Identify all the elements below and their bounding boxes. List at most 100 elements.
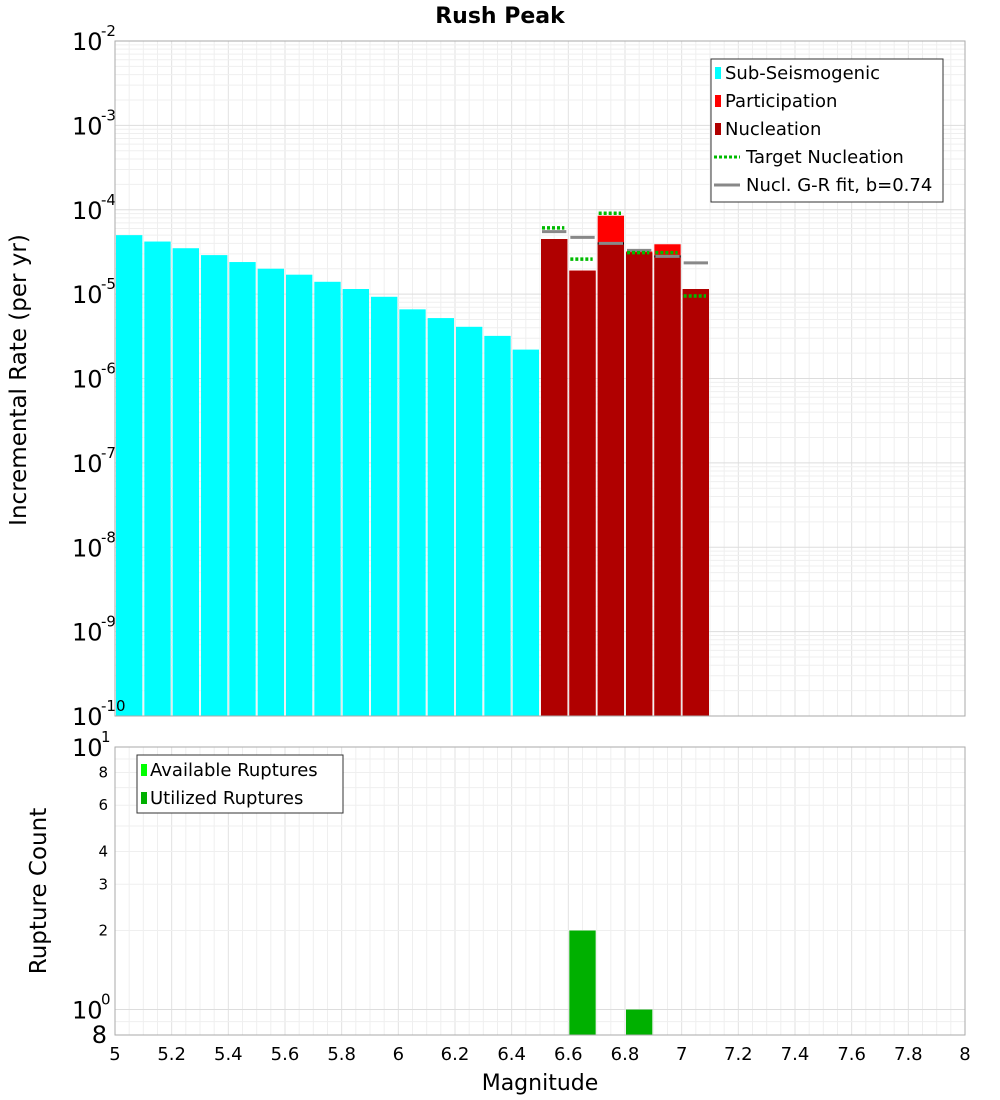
y-tick-base: 10 xyxy=(72,619,103,647)
x-tick-label: 5.4 xyxy=(214,1044,243,1065)
sub-seismogenic-bar xyxy=(427,318,454,716)
y-minor-tick-label: 3 xyxy=(98,875,108,893)
sub-seismogenic-bar xyxy=(257,268,284,716)
sub-seismogenic-bar xyxy=(314,281,341,716)
y-tick-base: 10 xyxy=(72,703,103,731)
sub-seismogenic-bar xyxy=(512,349,539,716)
nucleation-bar xyxy=(569,270,596,716)
y-minor-tick-label: 2 xyxy=(98,922,108,940)
legend: Sub-Seismogenic Participation Nucleation Ta… xyxy=(710,58,944,203)
y-tick-label: 100 xyxy=(72,991,111,1025)
y-tick-base: 10 xyxy=(72,534,103,562)
y-tick-exponent: -8 xyxy=(101,528,116,546)
nucleation-bar xyxy=(626,252,653,716)
sub-seismogenic-bar xyxy=(342,289,369,716)
x-tick-label: 7.6 xyxy=(837,1044,866,1065)
y-minor-tick-label: 8 xyxy=(92,1021,107,1049)
x-tick-label: 5.6 xyxy=(271,1044,300,1065)
y-tick-label: 10-9 xyxy=(72,613,116,647)
y-tick-base: 10 xyxy=(72,366,103,394)
legend-label: Available Ruptures xyxy=(150,760,318,781)
top-y-axis-label: Incremental Rate (per yr) xyxy=(6,234,32,526)
legend-swatch xyxy=(141,792,147,804)
legend-item-utilized-ruptures: Utilized Ruptures xyxy=(141,788,303,809)
x-tick-label: 6 xyxy=(393,1044,404,1065)
y-tick-exponent: -7 xyxy=(101,444,116,462)
sub-seismogenic-bar xyxy=(172,248,199,717)
nucleation-bar xyxy=(654,256,681,716)
y-tick-base: 10 xyxy=(72,450,103,478)
legend-swatch xyxy=(715,95,721,107)
y-tick-exponent: 1 xyxy=(101,728,111,746)
x-tick-label: 5.2 xyxy=(157,1044,186,1065)
x-tick-label: 5 xyxy=(109,1044,120,1065)
y-tick-base: 10 xyxy=(72,997,103,1025)
y-tick-exponent: -9 xyxy=(101,613,116,631)
bars xyxy=(116,215,709,717)
y-tick-label: 10-8 xyxy=(72,528,116,562)
legend-box xyxy=(710,58,944,203)
legend-item-available-ruptures: Available Ruptures xyxy=(141,760,318,781)
legend-item-nucl-g-r-fit-b-0-74: Nucl. G-R fit, b=0.74 xyxy=(714,175,932,196)
y-tick-label: 10-6 xyxy=(72,360,116,394)
legend-item-nucleation: Nucleation xyxy=(715,119,821,140)
y-tick-label: 10-10 xyxy=(72,697,126,731)
y-minor-tick-label: 4 xyxy=(98,842,108,860)
y-tick-base: 10 xyxy=(72,28,103,56)
legend-item-target-nucleation: Target Nucleation xyxy=(714,147,904,168)
y-tick-exponent: -10 xyxy=(101,697,126,715)
y-tick-label: 10-3 xyxy=(72,106,116,140)
legend-box xyxy=(136,754,344,814)
grid-lines xyxy=(114,40,966,717)
y-tick-base: 10 xyxy=(72,281,103,309)
legend-swatch xyxy=(715,67,721,79)
sub-seismogenic-bar xyxy=(201,255,228,716)
legend-label: Nucleation xyxy=(725,119,821,140)
legend-label: Utilized Ruptures xyxy=(150,788,303,809)
y-tick-exponent: 0 xyxy=(101,991,111,1009)
x-tick-label: 8 xyxy=(959,1044,970,1065)
y-minor-tick-label: 8 xyxy=(98,763,108,781)
plot-frame xyxy=(114,746,966,1036)
x-tick-label: 7 xyxy=(676,1044,687,1065)
legend-label: Participation xyxy=(725,91,837,112)
y-tick-label: 10-2 xyxy=(72,22,116,56)
sub-seismogenic-bar xyxy=(456,326,483,716)
x-tick-label: 7.4 xyxy=(781,1044,810,1065)
plot-frame xyxy=(114,40,966,717)
utilized-ruptures-bar xyxy=(569,930,596,1035)
x-axis-label: Magnitude xyxy=(482,1071,599,1096)
x-tick-label: 6.4 xyxy=(497,1044,526,1065)
legend-swatch xyxy=(715,123,721,135)
bottom-y-axis-label: Rupture Count xyxy=(26,808,52,974)
chart-title: Rush Peak xyxy=(435,4,566,29)
nucleation-bar xyxy=(682,289,709,716)
sub-seismogenic-bar xyxy=(229,262,256,716)
y-tick-label: 101 xyxy=(72,728,111,762)
legend: Available Ruptures Utilized Ruptures xyxy=(136,754,344,814)
sub-seismogenic-bar xyxy=(399,309,426,716)
legend-swatch xyxy=(141,764,147,776)
x-tick-label: 7.8 xyxy=(894,1044,923,1065)
y-tick-label: 10-4 xyxy=(72,191,116,225)
sub-seismogenic-bar xyxy=(371,296,398,716)
y-tick-exponent: -6 xyxy=(101,360,116,378)
y-tick-exponent: -2 xyxy=(101,22,116,40)
sub-seismogenic-bar xyxy=(286,274,313,716)
legend-item-participation: Participation xyxy=(715,91,837,112)
nucleation-bar xyxy=(541,239,568,716)
utilized-ruptures-bar xyxy=(626,1009,653,1035)
nucleation-bar xyxy=(597,243,624,717)
x-tick-label: 6.6 xyxy=(554,1044,583,1065)
y-tick-base: 10 xyxy=(72,734,103,762)
grid-lines xyxy=(114,746,966,1036)
legend-label: Sub-Seismogenic xyxy=(725,63,880,84)
legend-label: Target Nucleation xyxy=(745,147,904,168)
rate-plot-panel: 10-1010-910-810-710-610-510-410-310-2Sub… xyxy=(72,22,966,731)
x-tick-label: 7.2 xyxy=(724,1044,753,1065)
sub-seismogenic-bar xyxy=(116,235,143,716)
sub-seismogenic-bar xyxy=(484,335,511,716)
x-tick-label: 6.2 xyxy=(441,1044,470,1065)
y-minor-tick-label: 6 xyxy=(98,796,108,814)
